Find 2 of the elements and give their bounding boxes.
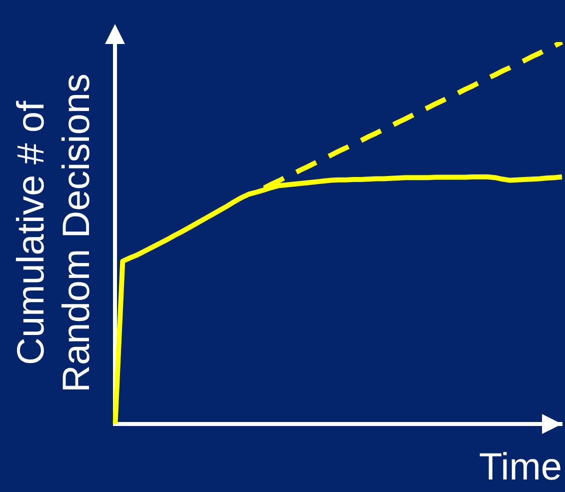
x-axis-title: Time xyxy=(478,446,562,489)
y-axis-title: Cumulative # of Random Decisions xyxy=(10,74,98,392)
